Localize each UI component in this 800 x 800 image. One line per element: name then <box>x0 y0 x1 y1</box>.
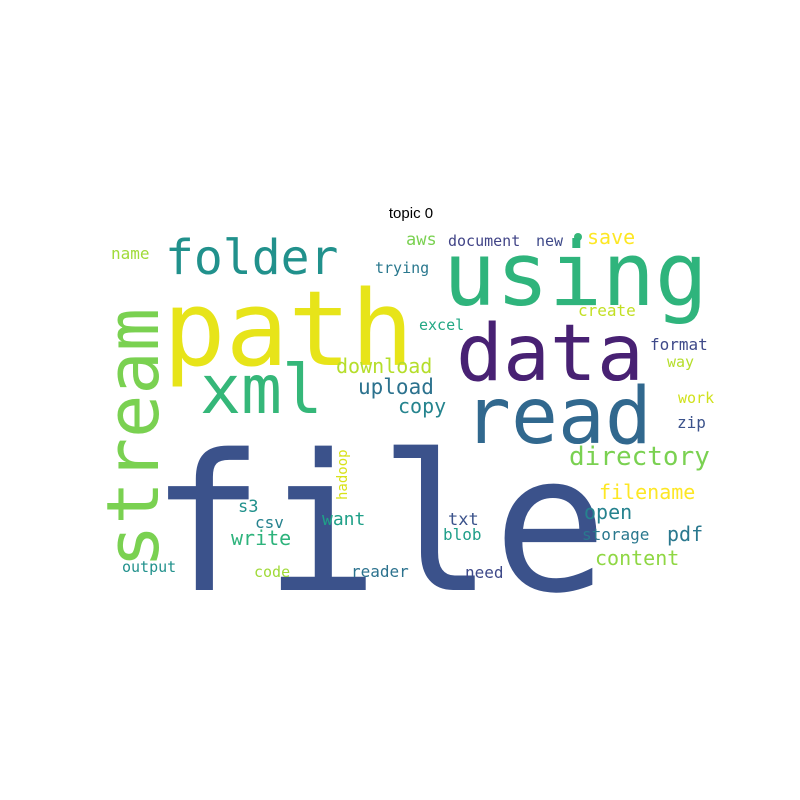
word-reader: reader <box>351 562 409 581</box>
word-pdf: pdf <box>667 522 703 546</box>
word-data: data <box>456 309 644 399</box>
word-save: save <box>587 225 635 249</box>
word-read: read <box>464 372 652 462</box>
word-s3: s3 <box>238 497 258 517</box>
word-dot <box>574 233 582 241</box>
word-folder: folder <box>165 230 338 286</box>
word-way: way <box>667 353 694 371</box>
word-hadoop: hadoop <box>335 449 351 500</box>
word-open: open <box>584 500 632 524</box>
word-txt: txt <box>448 510 479 530</box>
word-format: format <box>650 335 708 354</box>
word-trying: trying <box>375 259 429 277</box>
word-using: using <box>443 223 708 326</box>
word-csv: csv <box>255 513 284 532</box>
word-storage: storage <box>582 525 649 544</box>
word-content: content <box>595 546 679 570</box>
word-aws: aws <box>406 230 437 250</box>
figure-title: topic 0 <box>388 205 434 222</box>
word-want: want <box>322 509 365 530</box>
word-excel: excel <box>419 316 464 334</box>
word-document: document <box>448 232 520 250</box>
word-xml: xml <box>200 351 323 430</box>
word-work: work <box>678 389 714 407</box>
word-code: code <box>254 563 290 581</box>
word-zip: zip <box>677 413 706 432</box>
word-copy: copy <box>398 394 446 418</box>
word-need: need <box>465 563 504 582</box>
word-download: download <box>336 354 432 378</box>
word-file: file <box>150 414 608 635</box>
word-blob: blob <box>443 525 482 544</box>
word-path: path <box>163 268 413 390</box>
word-upload: upload <box>358 375 434 399</box>
word-filename: filename <box>599 480 695 504</box>
word-write: write <box>231 526 291 550</box>
word-stream: stream <box>91 308 175 568</box>
word-name: name <box>111 244 150 263</box>
word-create: create <box>578 301 636 320</box>
word-new: new <box>536 232 564 250</box>
word-directory: directory <box>569 442 710 472</box>
word-output: output <box>122 558 176 576</box>
